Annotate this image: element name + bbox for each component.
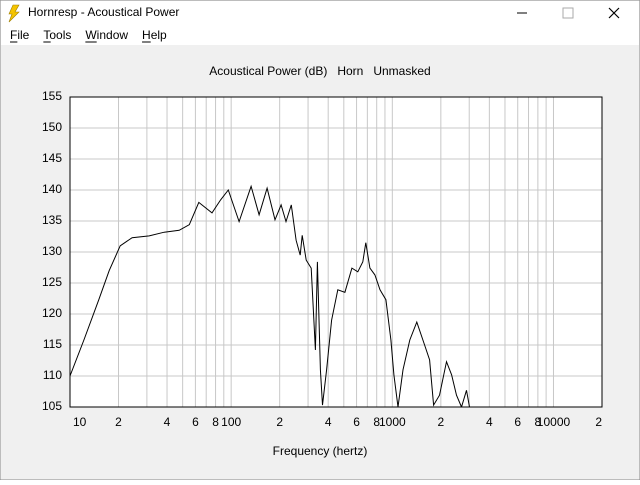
window-title: Hornresp - Acoustical Power (28, 5, 179, 19)
y-tick-label: 130 (42, 244, 62, 258)
y-tick-label: 135 (42, 213, 62, 227)
app-icon (8, 4, 20, 23)
x-tick-label: 6 (353, 415, 360, 429)
x-tick-label: 4 (325, 415, 332, 429)
y-tick-label: 110 (43, 368, 62, 382)
x-tick-label: 2 (276, 415, 283, 429)
x-tick-label: 2 (595, 415, 602, 429)
title-bar (1, 1, 639, 25)
maximize-button[interactable] (562, 7, 574, 19)
response-curve (70, 184, 470, 407)
y-tick-label: 115 (43, 337, 62, 351)
menu-item[interactable]: File (10, 28, 30, 42)
y-tick-label: 155 (42, 89, 62, 103)
plot-border (69, 96, 603, 408)
x-tick-label: 10 (73, 415, 87, 429)
x-tick-label: 2 (437, 415, 444, 429)
menu-bar (1, 25, 639, 45)
x-tick-label: 2 (115, 415, 122, 429)
x-tick-label: 4 (486, 415, 493, 429)
y-tick-label: 145 (42, 151, 62, 165)
x-axis-label: Frequency (hertz) (273, 444, 368, 458)
menu-item[interactable]: Help (142, 28, 167, 42)
y-tick-label: 140 (42, 182, 62, 196)
x-tick-label: 8 (535, 415, 542, 429)
y-tick-label: 125 (42, 275, 62, 289)
x-tick-label: 8 (212, 415, 219, 429)
menu-item[interactable]: Window (85, 28, 128, 42)
close-button[interactable] (608, 7, 620, 19)
x-tick-label: 1000 (379, 415, 406, 429)
x-tick-label: 10000 (537, 415, 571, 429)
y-tick-label: 150 (42, 120, 62, 134)
chart-title: Acoustical Power (dB) Horn Unmasked (209, 64, 430, 78)
y-tick-label: 120 (42, 306, 62, 320)
x-tick-label: 6 (514, 415, 521, 429)
x-tick-label: 100 (221, 415, 241, 429)
y-tick-label: 105 (42, 399, 62, 413)
x-tick-label: 4 (164, 415, 171, 429)
x-tick-label: 6 (192, 415, 199, 429)
menu-item[interactable]: Tools (43, 28, 71, 42)
x-tick-label: 8 (373, 415, 380, 429)
